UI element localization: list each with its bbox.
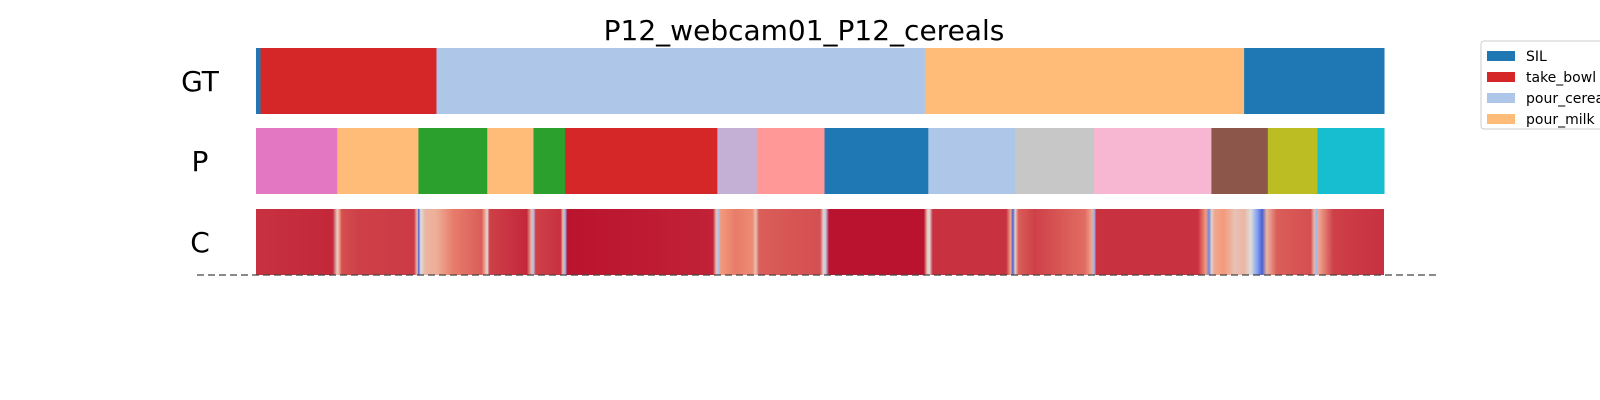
row-c: C [190,209,1384,275]
legend: SIL take_bowl pour_cerea pour_milk [1480,40,1600,130]
chart-title: P12_webcam01_P12_cereals [604,14,1005,47]
rows-group: GT P C [181,48,1385,275]
segment-bar [924,48,1245,114]
row-gt: GT [181,48,1385,114]
legend-label: pour_milk [1526,112,1595,128]
segment-bar [533,128,566,194]
segment-bar [928,128,1016,194]
segment-bar [1015,128,1095,194]
confidence-strip [256,209,1384,275]
segment-bar [565,128,718,194]
segment-bar [1244,48,1385,114]
legend-label: SIL [1526,49,1547,65]
segment-bar [418,128,488,194]
row-label: C [190,226,210,259]
segment-bar [487,128,534,194]
segment-bar [1267,128,1318,194]
legend-label: take_bowl [1526,70,1596,86]
legend-swatch [1487,51,1515,61]
segment-bar [1211,128,1269,194]
legend-swatch [1487,72,1515,82]
segment-bar [256,48,262,114]
row-p: P [192,128,1385,194]
segment-bar [337,128,419,194]
segment-bar [824,128,929,194]
row-label: GT [181,65,220,98]
row-label: P [192,145,209,178]
segment-bar [256,128,338,194]
segment-bar [1317,128,1385,194]
segment-bar [717,128,758,194]
legend-swatch [1487,93,1515,103]
segment-bar [436,48,926,114]
segment-bar [756,128,826,194]
legend-swatch [1487,114,1515,124]
legend-label: pour_cerea [1526,91,1600,107]
segment-bar [260,48,437,114]
legend-frame [1480,40,1600,130]
segment-bar [1094,128,1212,194]
